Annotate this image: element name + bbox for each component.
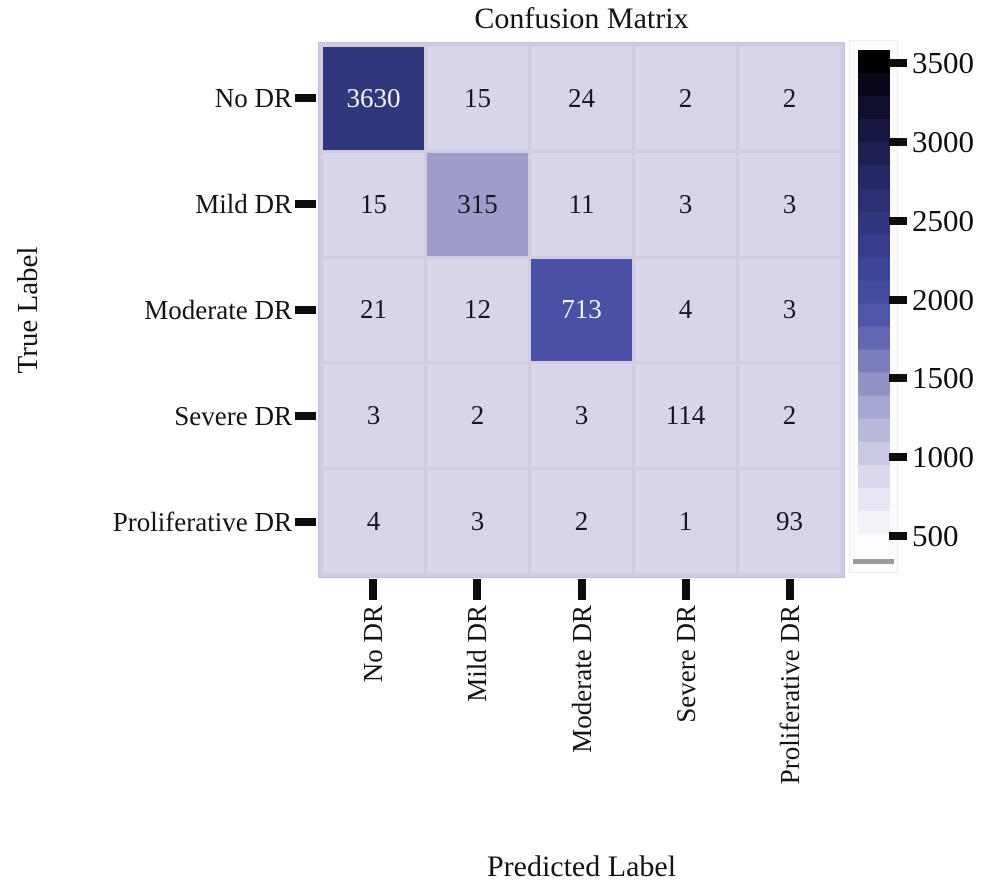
x-tick-label: Mild DR <box>462 605 493 702</box>
colorbar-tick-mark <box>889 216 907 225</box>
heatmap-cell-2-1: 12 <box>427 258 528 362</box>
colorbar-bottom-strip <box>853 559 894 564</box>
heatmap-cell-1-1: 315 <box>427 152 528 256</box>
x-tick-mark <box>577 579 586 600</box>
y-tick-mark <box>295 518 316 527</box>
heatmap-cell-3-1: 2 <box>427 364 528 468</box>
colorbar-gradient <box>858 50 890 557</box>
x-tick-label: Severe DR <box>670 605 701 723</box>
colorbar-tick-mark <box>889 137 907 146</box>
heatmap-cell-3-0: 3 <box>323 364 424 468</box>
colorbar-tick-label: 2000 <box>912 281 974 317</box>
colorbar-tick-mark <box>889 59 907 67</box>
heatmap-cell-0-4: 2 <box>739 47 840 150</box>
x-tick-mark <box>368 579 377 600</box>
x-tick-label: No DR <box>357 605 388 683</box>
colorbar-tick-label: 2500 <box>912 202 974 238</box>
heatmap-cell-2-0: 21 <box>323 258 424 362</box>
heatmap-cell-1-4: 3 <box>739 152 840 256</box>
x-tick-mark <box>473 579 482 600</box>
heatmap-cell-2-3: 4 <box>635 258 736 362</box>
y-tick-label: Moderate DR <box>144 295 292 325</box>
colorbar-tick-label: 1500 <box>912 360 974 396</box>
heatmap-cell-0-1: 15 <box>427 47 528 150</box>
y-tick-mark <box>295 306 316 314</box>
x-tick-label: Moderate DR <box>566 605 597 753</box>
x-tick-mark <box>786 579 795 600</box>
heatmap-cell-0-2: 24 <box>531 47 632 150</box>
colorbar-tick-label: 500 <box>912 518 959 553</box>
heatmap-cell-0-3: 2 <box>635 47 736 150</box>
y-tick-mark <box>295 412 316 421</box>
heatmap-cell-4-0: 4 <box>323 470 424 573</box>
heatmap-cell-1-0: 15 <box>323 152 424 256</box>
heatmap-cell-2-4: 3 <box>739 258 840 362</box>
y-tick-label: Severe DR <box>174 401 292 432</box>
heatmap-cell-3-4: 2 <box>739 364 840 468</box>
heatmap-cell-4-3: 1 <box>635 470 736 573</box>
heatmap-cell-4-4: 93 <box>739 470 840 573</box>
heatmap-cell-0-0: 3630 <box>323 47 424 150</box>
heatmap-cell-3-3: 114 <box>635 364 736 468</box>
y-tick-label: Mild DR <box>195 188 292 219</box>
colorbar-tick-mark <box>889 295 907 304</box>
y-tick-label: Proliferative DR <box>112 507 292 538</box>
colorbar-tick-label: 3000 <box>912 123 974 159</box>
y-tick-label: No DR <box>214 82 292 113</box>
x-tick-mark <box>681 579 690 600</box>
heatmap-cell-2-2: 713 <box>531 258 632 362</box>
heatmap-cell-1-3: 3 <box>635 152 736 256</box>
heatmap-grid: 3630 15 24 2 2 15 315 11 3 3 21 12 713 4 3 3 2 3 114 2 4 3 2 1 9… <box>318 42 845 578</box>
y-tick-mark <box>295 93 316 102</box>
heatmap-cell-1-2: 11 <box>531 152 632 256</box>
y-tick-mark <box>295 199 316 208</box>
heatmap-cell-3-2: 3 <box>531 364 632 468</box>
x-axis-title: Predicted Label <box>486 850 677 883</box>
colorbar-tick-mark <box>889 453 907 462</box>
colorbar-tick-label: 3500 <box>912 45 974 80</box>
x-tick-label: Proliferative DR <box>775 605 806 785</box>
heatmap-cell-4-2: 2 <box>531 470 632 573</box>
chart-title: Confusion Matrix <box>474 2 689 35</box>
colorbar-tick-mark <box>889 532 907 540</box>
colorbar-tick-mark <box>889 374 907 383</box>
heatmap-cell-4-1: 3 <box>427 470 528 573</box>
colorbar-tick-label: 1000 <box>912 439 974 475</box>
